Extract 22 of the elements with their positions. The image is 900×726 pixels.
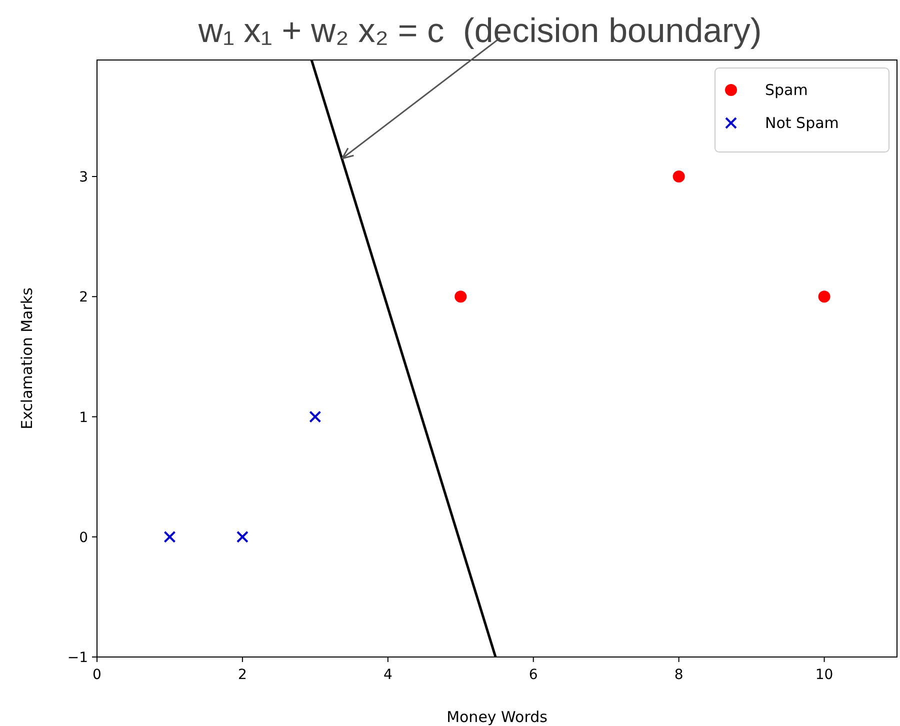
x-tick-label: 10 [815,667,834,683]
legend-label: Not Spam [765,114,839,132]
y-tick-label: 3 [79,170,88,186]
annotation: w₁ x₁ + w₂ x₂ = c (decision boundary) [197,12,762,50]
x-tick-label: 8 [674,667,684,683]
y-axis-title: Exclamation Marks [18,287,36,430]
point [164,530,176,543]
point [672,170,685,183]
point [454,290,467,303]
point [818,290,830,303]
y-tick-label: 1 [79,410,88,426]
legend-label: Spam [765,81,808,99]
x-tick-label: 0 [92,667,102,683]
y-tick-label: 2 [79,290,88,306]
x-tick-label: 6 [528,667,538,683]
point [309,410,322,423]
x-tick-label: 4 [383,667,392,683]
point [236,530,248,543]
x-tick-label: 2 [238,667,247,683]
y-tick-label: −1 [67,650,88,666]
x-axis-title: Money Words [446,708,548,726]
y-tick-label: 0 [79,530,88,546]
